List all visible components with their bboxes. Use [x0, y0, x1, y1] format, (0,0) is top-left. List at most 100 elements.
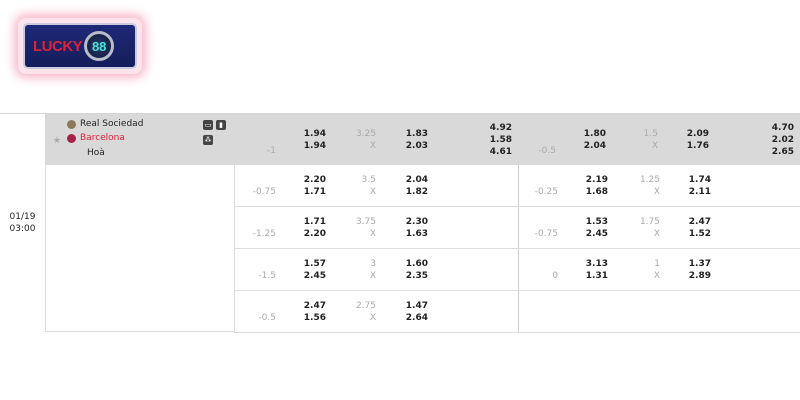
handicap-line-value: -0.5: [258, 313, 276, 323]
main-odds-row: -1 1.94 1.94 3.25 X 1.83 2.03 4.92 1.58 4.61 -0.5 1…: [234, 114, 798, 165]
over-under-line: 1.25 X: [612, 165, 664, 206]
handicap-odds-value: 1.71: [303, 216, 326, 227]
1x2-odds-value: 2.65: [771, 146, 794, 157]
over-under-line-value: X: [653, 270, 660, 281]
handicap-odds[interactable]: 2.20 1.71: [280, 165, 330, 206]
over-under-odds-value: 1.47: [405, 300, 428, 311]
over-under-odds[interactable]: 2.47 1.52: [664, 207, 715, 248]
over-under-line-value: 3.75: [355, 216, 376, 227]
lineup-icon[interactable]: ⁂: [203, 135, 213, 145]
over-under-line-value: X: [369, 140, 376, 151]
handicap-odds-value: 2.45: [303, 270, 326, 281]
odds-row: -0.5 2.47 1.56 2.75 X 1.47 2.64: [234, 291, 518, 333]
handicap-line-value: -0.75: [252, 187, 276, 197]
match-date: 01/19: [9, 212, 36, 222]
handicap-line-value: -0.25: [534, 187, 558, 197]
over-under-line-value: X: [369, 186, 376, 197]
over-under-line: 3.75 X: [330, 207, 380, 248]
handicap-odds[interactable]: 1.80 2.04: [560, 114, 610, 165]
away-logo-icon: [67, 133, 76, 143]
over-under-odds[interactable]: 1.74 2.11: [664, 165, 715, 206]
match-header-row: ★ Real Sociedad Barcelona Hoà ▭ ▮ ⁂: [45, 114, 800, 165]
1x2-odds[interactable]: 4.70 2.02 2.65: [713, 114, 798, 165]
over-under-odds-value: 1.37: [688, 258, 711, 269]
handicap-odds[interactable]: 1.71 2.20: [280, 207, 330, 248]
over-under-odds-value: 2.09: [686, 128, 709, 139]
handicap-line: -1.25: [234, 207, 280, 248]
handicap-odds[interactable]: 1.53 2.45: [562, 207, 612, 248]
over-under-line-value: X: [369, 312, 376, 323]
logo-text: LUCKY: [33, 37, 83, 55]
odds-row-half2: -0.75 1.53 2.45 1.75 X 2.47 1.52: [518, 207, 800, 249]
over-under-odds-value: 2.64: [405, 312, 428, 323]
odds-row-half2: -0.25 2.19 1.68 1.25 X 1.74 2.11: [518, 165, 800, 207]
handicap-line-value: -1.25: [252, 229, 276, 239]
1x2-odds[interactable]: [432, 207, 516, 248]
over-under-line-value: 3.5: [361, 174, 376, 185]
1x2-odds[interactable]: [432, 165, 516, 206]
handicap-odds-value: 1.80: [583, 128, 606, 139]
over-under-odds-value: 1.52: [688, 228, 711, 239]
handicap-line: -1.5: [234, 249, 280, 290]
over-under-line-value: 1: [654, 258, 660, 269]
handicap-odds[interactable]: 3.13 1.31: [562, 249, 612, 290]
over-under-odds[interactable]: 1.83 2.03: [380, 114, 432, 165]
stats-icon[interactable]: ▮: [216, 120, 226, 130]
odds-row-half2: [518, 291, 800, 333]
1x2-odds[interactable]: [715, 207, 800, 248]
handicap-odds-value: 2.47: [303, 300, 326, 311]
handicap-odds[interactable]: 1.57 2.45: [280, 249, 330, 290]
1x2-odds[interactable]: [432, 249, 516, 290]
handicap-odds-value: 3.13: [585, 258, 608, 269]
1x2-odds-value: 1.58: [489, 134, 512, 145]
handicap-line: -1: [234, 114, 280, 165]
handicap-odds-value: 1.56: [303, 312, 326, 323]
1x2-odds[interactable]: 4.92 1.58 4.61: [432, 114, 516, 165]
1x2-odds[interactable]: [715, 249, 800, 290]
lucky88-logo[interactable]: LUCKY 88: [18, 18, 142, 74]
over-under-line: 1.5 X: [610, 114, 662, 165]
odds-row: -1.5 1.57 2.45 3 X 1.60 2.35: [234, 249, 518, 291]
over-under-odds-value: 2.03: [405, 140, 428, 151]
match-hour: 03:00: [9, 224, 36, 234]
over-under-line-value: X: [651, 140, 658, 151]
over-under-line-value: 1.25: [639, 174, 660, 185]
handicap-line: -0.5: [234, 291, 280, 332]
handicap-line: 0: [518, 249, 562, 290]
handicap-line: -0.25: [518, 165, 562, 206]
tv-icon[interactable]: ▭: [203, 120, 213, 130]
over-under-odds-value: 1.74: [688, 174, 711, 185]
handicap-line: -0.75: [234, 165, 280, 206]
over-under-line-value: X: [369, 270, 376, 281]
over-under-odds[interactable]: 2.04 1.82: [380, 165, 432, 206]
over-under-odds-value: 1.60: [405, 258, 428, 269]
over-under-odds[interactable]: 1.47 2.64: [380, 291, 432, 332]
handicap-odds[interactable]: 2.19 1.68: [562, 165, 612, 206]
over-under-odds[interactable]: 1.60 2.35: [380, 249, 432, 290]
1x2-odds[interactable]: [432, 291, 516, 332]
over-under-odds[interactable]: 2.30 1.63: [380, 207, 432, 248]
1x2-odds-value: 4.92: [489, 122, 512, 133]
handicap-odds-value: 2.20: [303, 228, 326, 239]
handicap-odds[interactable]: 2.47 1.56: [280, 291, 330, 332]
draw-label: Hoà: [87, 148, 105, 158]
over-under-odds[interactable]: 2.09 1.76: [662, 114, 713, 165]
star-icon[interactable]: ★: [53, 136, 62, 146]
over-under-odds[interactable]: 1.37 2.89: [664, 249, 715, 290]
over-under-line: 2.75 X: [330, 291, 380, 332]
divider: [0, 113, 800, 114]
over-under-line-value: 2.75: [355, 300, 376, 311]
handicap-odds-value: 1.57: [303, 258, 326, 269]
over-under-line-value: 1.5: [643, 128, 658, 139]
away-team: Barcelona: [67, 133, 125, 143]
over-under-line-value: X: [653, 228, 660, 239]
handicap-odds-value: 1.94: [303, 140, 326, 151]
handicap-odds-value: 1.71: [303, 186, 326, 197]
over-under-odds-value: 2.30: [405, 216, 428, 227]
1x2-odds[interactable]: [715, 165, 800, 206]
handicap-odds-value: 1.31: [585, 270, 608, 281]
over-under-line-value: 1.75: [639, 216, 660, 227]
over-under-odds-value: 1.82: [405, 186, 428, 197]
over-under-odds-value: 2.11: [688, 186, 711, 197]
handicap-odds[interactable]: 1.94 1.94: [280, 114, 330, 165]
